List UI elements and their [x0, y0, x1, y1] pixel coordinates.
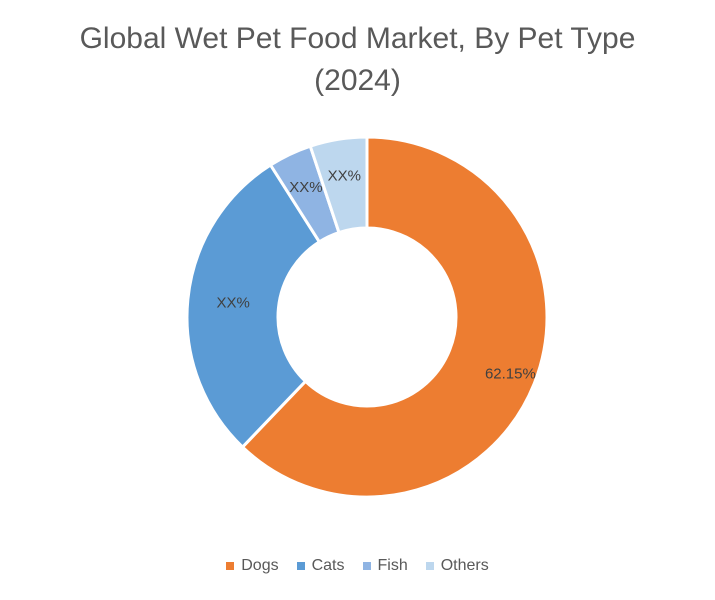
legend: Dogs Cats Fish Others	[0, 557, 715, 575]
legend-label-fish: Fish	[377, 557, 408, 574]
legend-swatch-others	[425, 562, 434, 570]
slice-dogs	[240, 135, 549, 499]
slice-cats	[185, 162, 322, 450]
legend-item-dogs: Dogs	[226, 557, 279, 575]
data-label-cats: XX%	[216, 295, 249, 312]
legend-label-cats: Cats	[311, 557, 345, 574]
legend-label-others: Others	[440, 557, 489, 574]
donut-data-labels: 62.15% XX% XX% XX%	[216, 167, 535, 382]
data-label-fish: XX%	[289, 179, 322, 196]
donut-slices	[185, 135, 549, 499]
slice-others	[308, 135, 369, 235]
legend-item-cats: Cats	[296, 557, 345, 575]
chart-title: Global Wet Pet Food Market, By Pet Type …	[0, 18, 715, 102]
legend-swatch-dogs	[226, 562, 235, 570]
legend-item-fish: Fish	[362, 557, 408, 575]
data-label-dogs: 62.15%	[485, 366, 536, 383]
legend-swatch-cats	[296, 562, 305, 570]
data-label-others: XX%	[328, 167, 361, 184]
chart-title-line-1: Global Wet Pet Food Market, By Pet Type	[79, 22, 636, 55]
legend-label-dogs: Dogs	[241, 557, 279, 574]
chart-title-line-2: (2024)	[314, 64, 401, 97]
legend-item-others: Others	[425, 557, 489, 575]
legend-swatch-fish	[362, 562, 371, 570]
